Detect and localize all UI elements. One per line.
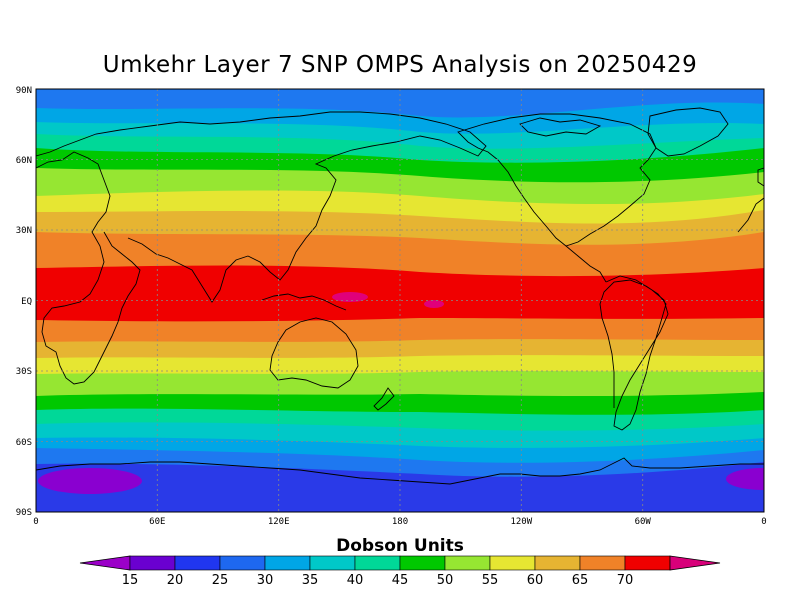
high-pocket-pacific-a — [332, 292, 368, 302]
colorbar-low-triangle — [79, 555, 131, 571]
high-pocket-pacific-b — [424, 300, 444, 308]
colorbar-cell — [354, 555, 401, 571]
y-tick-label: EQ — [21, 297, 32, 307]
colorbar-tick-label: 30 — [257, 573, 274, 588]
coast-europe-east — [737, 197, 764, 233]
colorbar-cell — [264, 555, 311, 571]
colorbar: 15 20 25 30 35 40 45 50 55 60 65 70 — [79, 555, 721, 588]
coast-north-america — [457, 113, 657, 247]
colorbar-cell — [444, 555, 491, 571]
coast-greenland — [647, 107, 729, 157]
band-c20-south — [36, 462, 764, 512]
x-tick-label: 120W — [510, 517, 532, 527]
colorbar-tick-label: 70 — [617, 573, 634, 588]
y-tick-label: 60S — [16, 438, 32, 448]
coast-maritime-se-asia — [261, 293, 347, 311]
y-tick-label: 60N — [16, 156, 32, 166]
coast-new-zealand — [373, 387, 395, 411]
colorbar-cell — [174, 555, 221, 571]
colorbar-label: Dobson Units — [336, 536, 464, 556]
coast-arabia-india — [127, 237, 249, 303]
y-tick-label: 30N — [16, 226, 32, 236]
x-tick-label: 120E — [268, 517, 290, 527]
coast-antarctica — [36, 457, 764, 485]
colorbar-tick-label: 15 — [122, 573, 139, 588]
coast-uk — [757, 167, 764, 187]
coast-africa-europe — [36, 151, 141, 385]
coast-australia — [269, 317, 359, 389]
coast-arctic-islands — [519, 117, 602, 137]
colorbar-high-triangle — [669, 555, 721, 571]
colorbar-tick-label: 50 — [437, 573, 454, 588]
x-tick-label: 180 — [392, 517, 408, 527]
colorbar-cells — [129, 555, 671, 571]
y-tick-label: 30S — [16, 367, 32, 377]
colorbar-ticks: 15 20 25 30 35 40 45 50 55 60 65 70 — [122, 573, 634, 588]
x-axis-ticks: 0 60E 120E 180 120W 60W 0 — [33, 517, 766, 527]
colorbar-cell — [579, 555, 626, 571]
low-pocket-west — [38, 468, 142, 494]
y-tick-label: 90N — [16, 86, 32, 96]
colorbar-tick-label: 20 — [167, 573, 184, 588]
low-pocket-east — [726, 468, 764, 490]
gridlines — [36, 89, 764, 512]
x-tick-label: 0 — [33, 517, 38, 527]
x-tick-label: 60W — [635, 517, 652, 527]
y-axis-ticks: 90N 60N 30N EQ 30S 60S 90S — [16, 86, 32, 518]
colorbar-tick-label: 55 — [482, 573, 499, 588]
colorbar-cell — [489, 555, 536, 571]
colorbar-tick-label: 45 — [392, 573, 409, 588]
colorbar-tick-label: 60 — [527, 573, 544, 588]
y-tick-label: 90S — [16, 508, 32, 518]
colorbar-tick-label: 65 — [572, 573, 589, 588]
coast-asia — [36, 111, 487, 281]
coastlines — [36, 107, 764, 485]
colorbar-tick-label: 25 — [212, 573, 229, 588]
colorbar-tick-label: 35 — [302, 573, 319, 588]
colorbar-cell — [219, 555, 266, 571]
x-tick-label: 0 — [761, 517, 766, 527]
colorbar-cell — [129, 555, 176, 571]
x-tick-label: 60E — [149, 517, 165, 527]
coast-south-america — [599, 275, 669, 431]
colorbar-cell — [624, 555, 671, 571]
plot-frame — [35, 88, 765, 513]
coast-central-america — [565, 245, 607, 283]
colorbar-cell — [534, 555, 581, 571]
colorbar-tick-label: 40 — [347, 573, 364, 588]
colorbar-cell — [399, 555, 446, 571]
map-title: Umkehr Layer 7 SNP OMPS Analysis on 2025… — [102, 52, 698, 78]
colorbar-cell — [309, 555, 356, 571]
